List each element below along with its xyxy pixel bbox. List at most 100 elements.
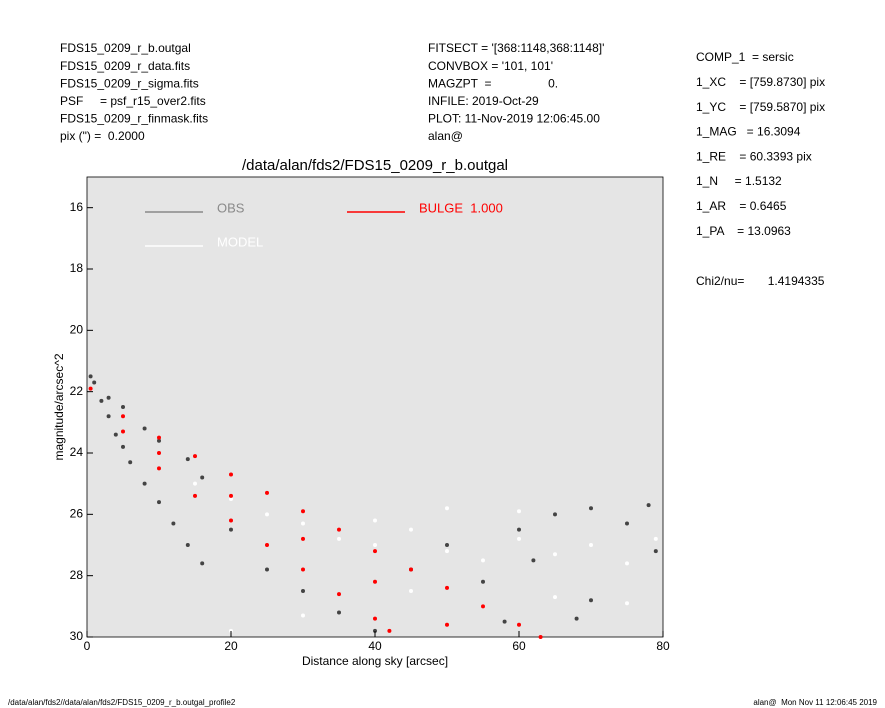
- data-point: [301, 509, 305, 514]
- data-point: [229, 493, 233, 498]
- info-text: CONVBOX = '101, 101': [428, 59, 553, 73]
- param-text: 1_PA = 13.0963: [696, 224, 791, 238]
- data-point: [625, 601, 629, 606]
- data-point: [445, 543, 449, 547]
- legend-label: MODEL: [217, 234, 263, 249]
- data-point: [106, 395, 111, 400]
- data-point: [121, 444, 125, 449]
- footer-right: alan@ Mon Nov 11 12:06:45 2019: [753, 698, 877, 707]
- data-point: [625, 561, 629, 566]
- data-point: [481, 604, 485, 609]
- data-point: [99, 398, 104, 403]
- data-point: [445, 622, 449, 627]
- x-tick-label: 80: [656, 639, 670, 653]
- x-tick-label: 40: [368, 639, 382, 653]
- param-text: 1_YC = [759.5870] pix: [696, 100, 825, 114]
- data-point: [121, 429, 125, 434]
- data-point: [373, 616, 377, 621]
- legend-label: BULGE 1.000: [419, 200, 503, 215]
- data-point: [200, 561, 205, 566]
- data-point: [589, 506, 593, 511]
- data-point: [128, 460, 133, 465]
- param-text: 1_RE = 60.3393 pix: [696, 149, 812, 163]
- data-point: [653, 536, 658, 541]
- data-point: [229, 497, 233, 501]
- info-text: FDS15_0209_r_data.fits: [60, 59, 190, 73]
- data-point: [301, 536, 305, 541]
- data-point: [553, 512, 557, 517]
- data-point: [409, 527, 413, 532]
- plot-area: [86, 176, 664, 638]
- data-point: [553, 552, 557, 557]
- chi2: Chi2/nu= 1.4194335: [696, 274, 825, 288]
- data-point: [337, 610, 341, 615]
- data-point: [589, 543, 593, 547]
- data-point: [653, 549, 658, 554]
- data-point: [265, 567, 269, 572]
- data-point: [193, 481, 197, 486]
- data-point: [171, 521, 176, 526]
- data-point: [121, 405, 125, 409]
- data-point: [157, 500, 161, 505]
- data-point: [517, 536, 521, 541]
- info-text: alan@: [428, 129, 463, 143]
- info-text: pix (") = 0.2000: [60, 129, 145, 143]
- data-point: [337, 536, 341, 541]
- data-point: [185, 457, 190, 462]
- param-text: COMP_1 = sersic: [696, 50, 794, 64]
- data-point: [265, 490, 269, 495]
- data-point: [193, 454, 197, 459]
- data-point: [229, 518, 233, 523]
- data-point: [502, 619, 507, 624]
- data-point: [373, 518, 377, 523]
- data-point: [142, 426, 147, 431]
- data-point: [88, 374, 93, 379]
- y-tick-label: 24: [70, 445, 84, 459]
- y-tick-label: 28: [70, 568, 84, 582]
- y-tick-label: 30: [70, 629, 84, 643]
- data-point: [121, 414, 125, 419]
- data-point: [88, 386, 93, 391]
- param-text: 1_MAG = 16.3094: [696, 125, 801, 139]
- footer-left: /data/alan/fds2//data/alan/fds2/FDS15_02…: [8, 698, 236, 707]
- data-point: [589, 598, 593, 603]
- y-tick-label: 22: [70, 384, 84, 398]
- x-axis-label: Distance along sky [arcsec]: [302, 654, 448, 668]
- data-point: [157, 435, 161, 440]
- data-point: [517, 509, 521, 514]
- data-point: [409, 589, 413, 593]
- chart-title: /data/alan/fds2/FDS15_0209_r_b.outgal: [242, 157, 508, 174]
- data-point: [373, 628, 377, 633]
- data-point: [265, 543, 269, 547]
- y-tick-label: 16: [70, 200, 84, 214]
- data-point: [193, 493, 197, 498]
- info-text: PSF = psf_r15_over2.fits: [60, 94, 206, 108]
- x-tick-label: 60: [512, 639, 526, 653]
- data-point: [625, 521, 629, 526]
- data-point: [445, 506, 449, 511]
- data-point: [106, 414, 111, 419]
- data-point: [337, 527, 341, 532]
- x-tick-label: 20: [224, 639, 238, 653]
- data-point: [538, 635, 543, 639]
- data-point: [337, 592, 341, 597]
- info-text: FITSECT = '[368:1148,368:1148]': [428, 41, 604, 55]
- data-point: [142, 481, 147, 486]
- data-point: [92, 380, 97, 385]
- data-point: [574, 616, 579, 621]
- data-point: [387, 628, 392, 633]
- info-text: FDS15_0209_r_b.outgal: [60, 41, 191, 55]
- info-text: INFILE: 2019-Oct-29: [428, 94, 539, 108]
- data-point: [373, 549, 377, 554]
- info-text: PLOT: 11-Nov-2019 12:06:45.00: [428, 112, 600, 126]
- y-tick-label: 20: [70, 323, 84, 337]
- data-point: [517, 527, 521, 532]
- data-point: [157, 451, 161, 455]
- data-point: [157, 438, 161, 443]
- data-point: [301, 589, 305, 593]
- data-point: [553, 595, 557, 600]
- info-text: FDS15_0209_r_sigma.fits: [60, 76, 199, 90]
- data-point: [646, 503, 651, 508]
- data-point: [481, 579, 485, 584]
- data-point: [373, 543, 377, 547]
